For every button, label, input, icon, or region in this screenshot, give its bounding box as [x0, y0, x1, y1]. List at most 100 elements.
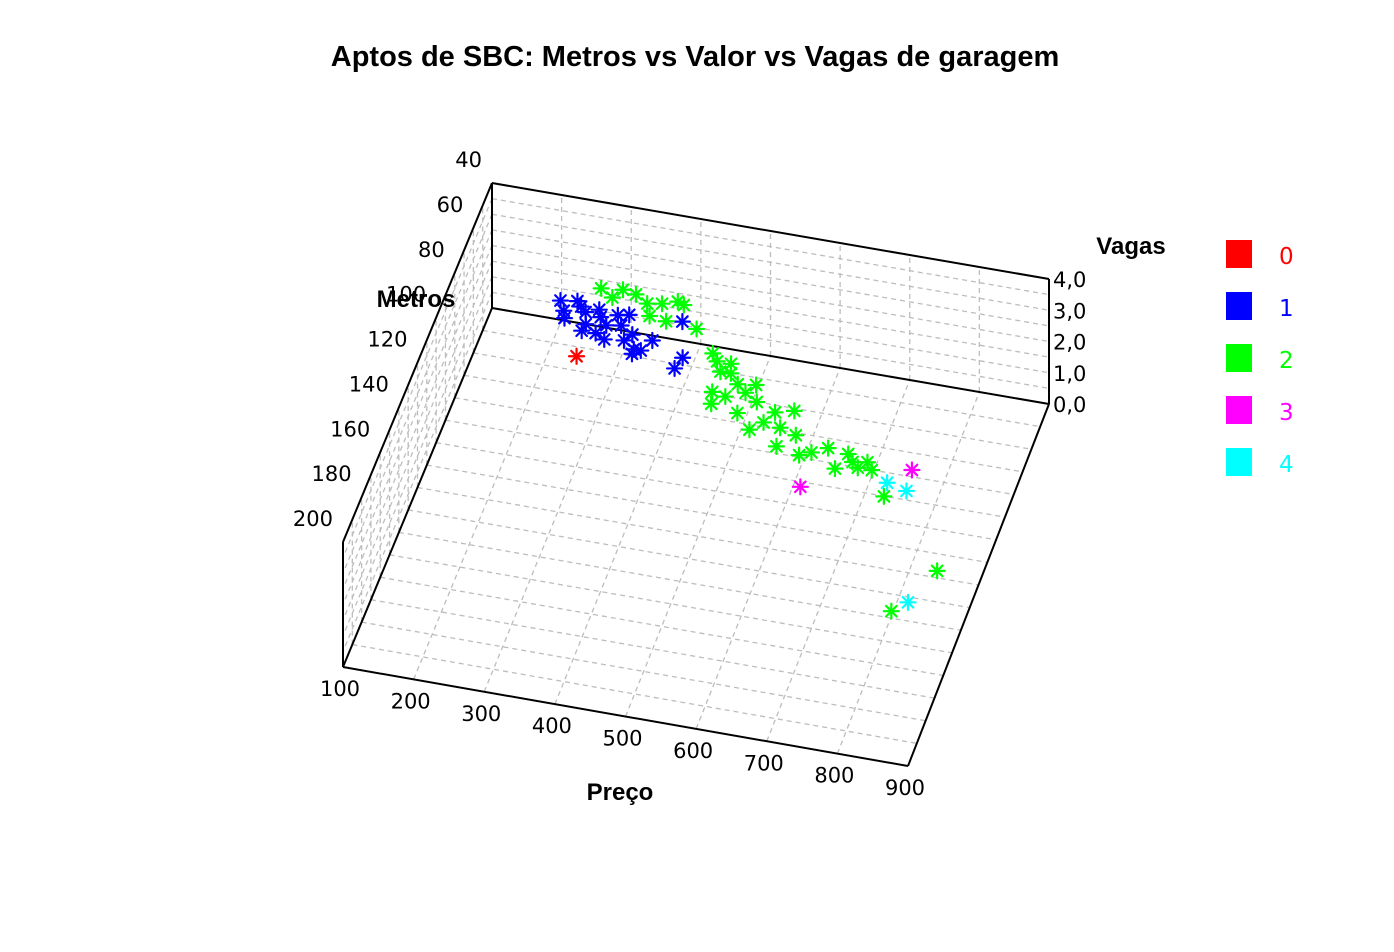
data-point: [747, 376, 765, 394]
y-tick-label: 120: [367, 328, 407, 352]
z-tick-label: 2,0: [1053, 331, 1086, 355]
legend-item: 0: [1226, 240, 1294, 270]
floor-grid-y: [463, 374, 1023, 473]
x-axis-title: Preço: [587, 779, 654, 806]
x-tick-label: 300: [461, 702, 501, 726]
y-tick-label: 140: [349, 372, 389, 396]
data-point: [674, 349, 692, 367]
data-point: [612, 316, 630, 335]
legend-item: 1: [1226, 292, 1294, 322]
data-point: [665, 359, 684, 378]
legend-swatch: [1226, 240, 1252, 268]
plot-frame: [342, 182, 1050, 767]
data-point: [620, 306, 638, 324]
legend-swatch: [1226, 448, 1252, 476]
data-point: [819, 439, 837, 457]
data-point: [863, 461, 881, 479]
data-point: [878, 474, 896, 492]
left-wall-grid-z: [342, 276, 493, 636]
data-point: [623, 345, 641, 363]
data-point: [785, 402, 803, 420]
floor-grid-y: [361, 621, 926, 722]
floor-grid-y: [436, 441, 997, 541]
data-point: [728, 404, 746, 422]
legend-label: 0: [1279, 244, 1294, 270]
data-point: [708, 352, 726, 370]
data-point: [897, 482, 916, 500]
data-point: [551, 291, 570, 310]
data-point: [899, 593, 917, 611]
floor-grid-x: [836, 391, 980, 754]
data-point: [928, 562, 946, 580]
floor-grid-x: [483, 331, 632, 692]
legend-label: 2: [1279, 348, 1294, 374]
floor-grid-y: [352, 643, 917, 745]
tick-labels: 100 200 300 400 500 600 700 800 900 40 60 80 100 120 1…: [293, 148, 1087, 800]
data-point: [640, 307, 659, 325]
data-point: [603, 288, 621, 307]
data-point: [754, 413, 773, 432]
floor-grid-x: [766, 379, 911, 742]
data-point: [722, 364, 740, 383]
data-point: [675, 296, 693, 314]
floor-grid-x: [624, 355, 772, 717]
back-wall-grid-z: [491, 276, 1050, 374]
left-wall-grid-z: [342, 198, 493, 558]
data-point: [826, 459, 844, 478]
data-point: [903, 461, 921, 479]
data-point: [736, 384, 755, 402]
legend-item: 3: [1226, 396, 1294, 426]
data-point: [791, 478, 809, 496]
back-wall-grid-z: [491, 213, 1050, 311]
frame-edge: [342, 307, 493, 668]
x-tick-label: 900: [885, 776, 925, 800]
y-tick-label: 100: [386, 283, 426, 307]
legend-item: 2: [1226, 344, 1294, 374]
floor-grid-y: [408, 509, 970, 609]
floor-grid-y: [426, 464, 988, 564]
y-tick-label: 40: [455, 148, 482, 172]
frame-edge: [491, 182, 1050, 280]
data-point: [614, 281, 632, 299]
back-wall-grid-z: [491, 229, 1050, 327]
left-wall-grid-z: [342, 229, 493, 590]
data-point: [787, 426, 805, 444]
back-wall-grid-z: [491, 244, 1050, 343]
legend-item: 4: [1226, 448, 1294, 478]
data-point: [729, 375, 747, 393]
floor-grid-x: [554, 343, 702, 705]
x-tick-label: 800: [814, 764, 854, 788]
floor-grid-y: [445, 419, 1006, 518]
data-point: [555, 309, 574, 327]
legend-swatch: [1226, 396, 1252, 424]
x-tick-label: 400: [532, 714, 572, 738]
z-tick-label: 0,0: [1053, 393, 1086, 417]
left-wall-grid-z: [342, 260, 493, 621]
floor-grid-x: [695, 367, 841, 730]
x-tick-label: 700: [744, 751, 784, 775]
x-tick-label: 500: [602, 727, 642, 751]
data-point: [790, 446, 808, 464]
y-tick-label: 80: [418, 238, 445, 262]
floor-grid-y: [380, 576, 944, 677]
data-point: [740, 421, 759, 439]
chart-title: Aptos de SBC: Metros vs Valor vs Vagas d…: [331, 41, 1059, 73]
data-point: [643, 331, 661, 350]
data-point: [702, 395, 720, 413]
data-point: [587, 324, 605, 342]
back-wall-grid-z: [491, 260, 1050, 358]
data-point: [748, 393, 766, 411]
data-point: [657, 312, 675, 330]
data-point: [767, 437, 786, 455]
data-point: [573, 322, 591, 340]
frame-edge: [342, 666, 909, 767]
data-point: [595, 330, 613, 349]
left-wall-grid-z: [342, 292, 493, 652]
x-tick-label: 600: [673, 739, 713, 763]
floor-grid-y: [454, 397, 1014, 496]
data-point: [766, 403, 784, 421]
data-point: [687, 320, 706, 338]
data-point: [597, 316, 615, 334]
frame-edge: [907, 403, 1050, 767]
